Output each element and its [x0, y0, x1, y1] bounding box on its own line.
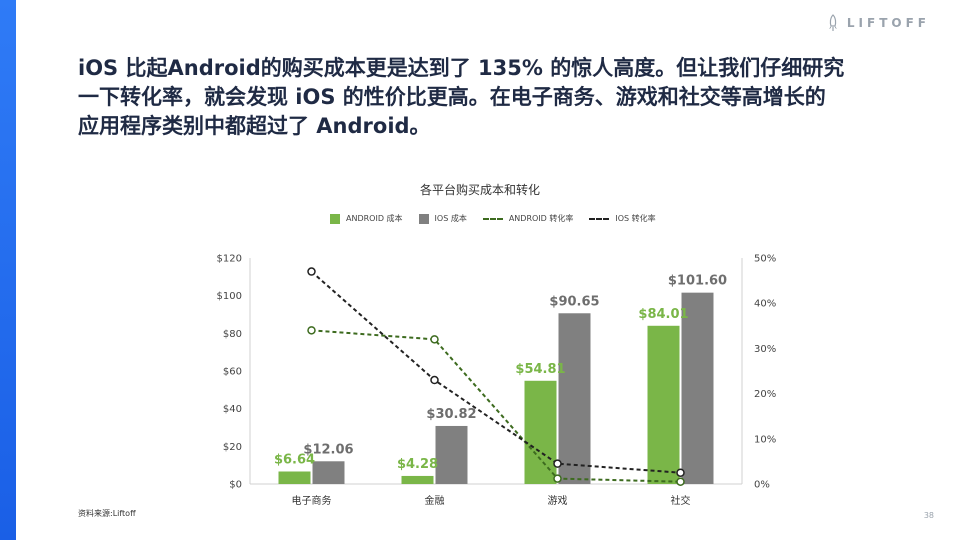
- ios-conversion-point: [676, 468, 685, 477]
- legend-label: ANDROID 成本: [346, 214, 403, 223]
- y-right-tick-label: 40%: [754, 299, 776, 310]
- y-left-tick-label: $0: [229, 480, 242, 491]
- legend-label: IOS 转化率: [615, 214, 656, 223]
- y-left-tick-label: $20: [223, 442, 242, 453]
- bar-ios-cost: [558, 313, 591, 484]
- legend-ios-conversion: IOS 转化率: [589, 213, 656, 224]
- android-conversion-line: [311, 329, 681, 483]
- android-conversion-point: [553, 474, 562, 483]
- data-label-ios-cost: $101.60: [668, 274, 727, 289]
- x-tick-label: 金融: [425, 494, 445, 507]
- legend-android-conversion: ANDROID 转化率: [482, 213, 574, 224]
- y-left-tick-label: $120: [217, 254, 242, 265]
- data-label-android-cost: $6.64: [274, 452, 315, 467]
- source-note: 资料来源:Liftoff: [78, 509, 136, 518]
- rocket-icon: [828, 14, 837, 31]
- data-label-ios-cost: $12.06: [303, 442, 353, 457]
- y-right-tick-label: 20%: [754, 389, 776, 400]
- bar-android-cost: [647, 325, 680, 484]
- liftoff-logo: LIFTOFF: [827, 14, 930, 32]
- logo-text: LIFTOFF: [846, 16, 930, 30]
- y-right-tick-label: 50%: [754, 254, 776, 265]
- bar-ios-cost: [312, 461, 345, 484]
- legend-swatch: [330, 213, 340, 224]
- android-conversion-point: [430, 335, 439, 344]
- bar-ios-cost: [435, 425, 468, 484]
- y-right-tick-label: 0%: [754, 480, 770, 491]
- bar-android-cost: [524, 380, 557, 484]
- headline-line-2: 一下转化率，就会发现 iOS 的性价比更高。在电子商务、游戏和社交等高增长的: [78, 85, 826, 109]
- ios-conversion-point: [307, 267, 316, 276]
- legend-swatch: [418, 213, 429, 224]
- bar-android-cost: [278, 471, 311, 484]
- legend-line: [589, 217, 610, 220]
- legend-line: [482, 217, 503, 220]
- y-left-tick-label: $60: [223, 367, 242, 378]
- chart-title: 各平台购买成本和转化: [419, 183, 540, 197]
- ios-conversion-point: [553, 459, 562, 468]
- headline-line-3: 应用程序类别中都超过了 Android。: [78, 114, 431, 138]
- y-left-tick-label: $40: [223, 404, 242, 415]
- data-label-android-cost: $54.81: [515, 362, 565, 377]
- data-label-ios-cost: $30.82: [426, 407, 476, 422]
- data-label-android-cost: $4.28: [397, 457, 438, 472]
- bar-ios-cost: [681, 292, 714, 484]
- data-label-ios-cost: $90.65: [549, 294, 599, 309]
- x-tick-label: 社交: [671, 494, 691, 507]
- ios-conversion-point: [430, 375, 439, 385]
- legend-label: IOS 成本: [434, 214, 467, 223]
- x-tick-label: 电子商务: [292, 494, 332, 507]
- legend-label: ANDROID 转化率: [508, 214, 574, 223]
- y-right-tick-label: 30%: [754, 344, 776, 355]
- y-right-tick-label: 10%: [754, 434, 776, 445]
- bar-android-cost: [401, 475, 434, 484]
- left-accent-bar: [0, 0, 16, 540]
- data-label-android-cost: $84.01: [638, 307, 688, 322]
- headline-line-1: iOS 比起Android的购买成本更是达到了 135% 的惊人高度。但让我们仔…: [78, 56, 845, 80]
- headline: iOS 比起Android的购买成本更是达到了 135% 的惊人高度。但让我们仔…: [78, 54, 918, 141]
- ios-conversion-line: [310, 270, 681, 474]
- x-tick-label: 游戏: [548, 494, 568, 507]
- android-conversion-point: [676, 477, 685, 486]
- y-left-tick-label: $100: [217, 291, 242, 302]
- y-left-tick-label: $80: [223, 329, 242, 340]
- android-conversion-point: [307, 326, 316, 335]
- page-number: 38: [923, 511, 934, 520]
- legend-ios-cost: IOS 成本: [418, 213, 467, 224]
- chart-legend: ANDROID 成本 IOS 成本 ANDROID 转化率 IOS 转化率: [330, 213, 656, 224]
- legend-android-cost: ANDROID 成本: [330, 213, 403, 224]
